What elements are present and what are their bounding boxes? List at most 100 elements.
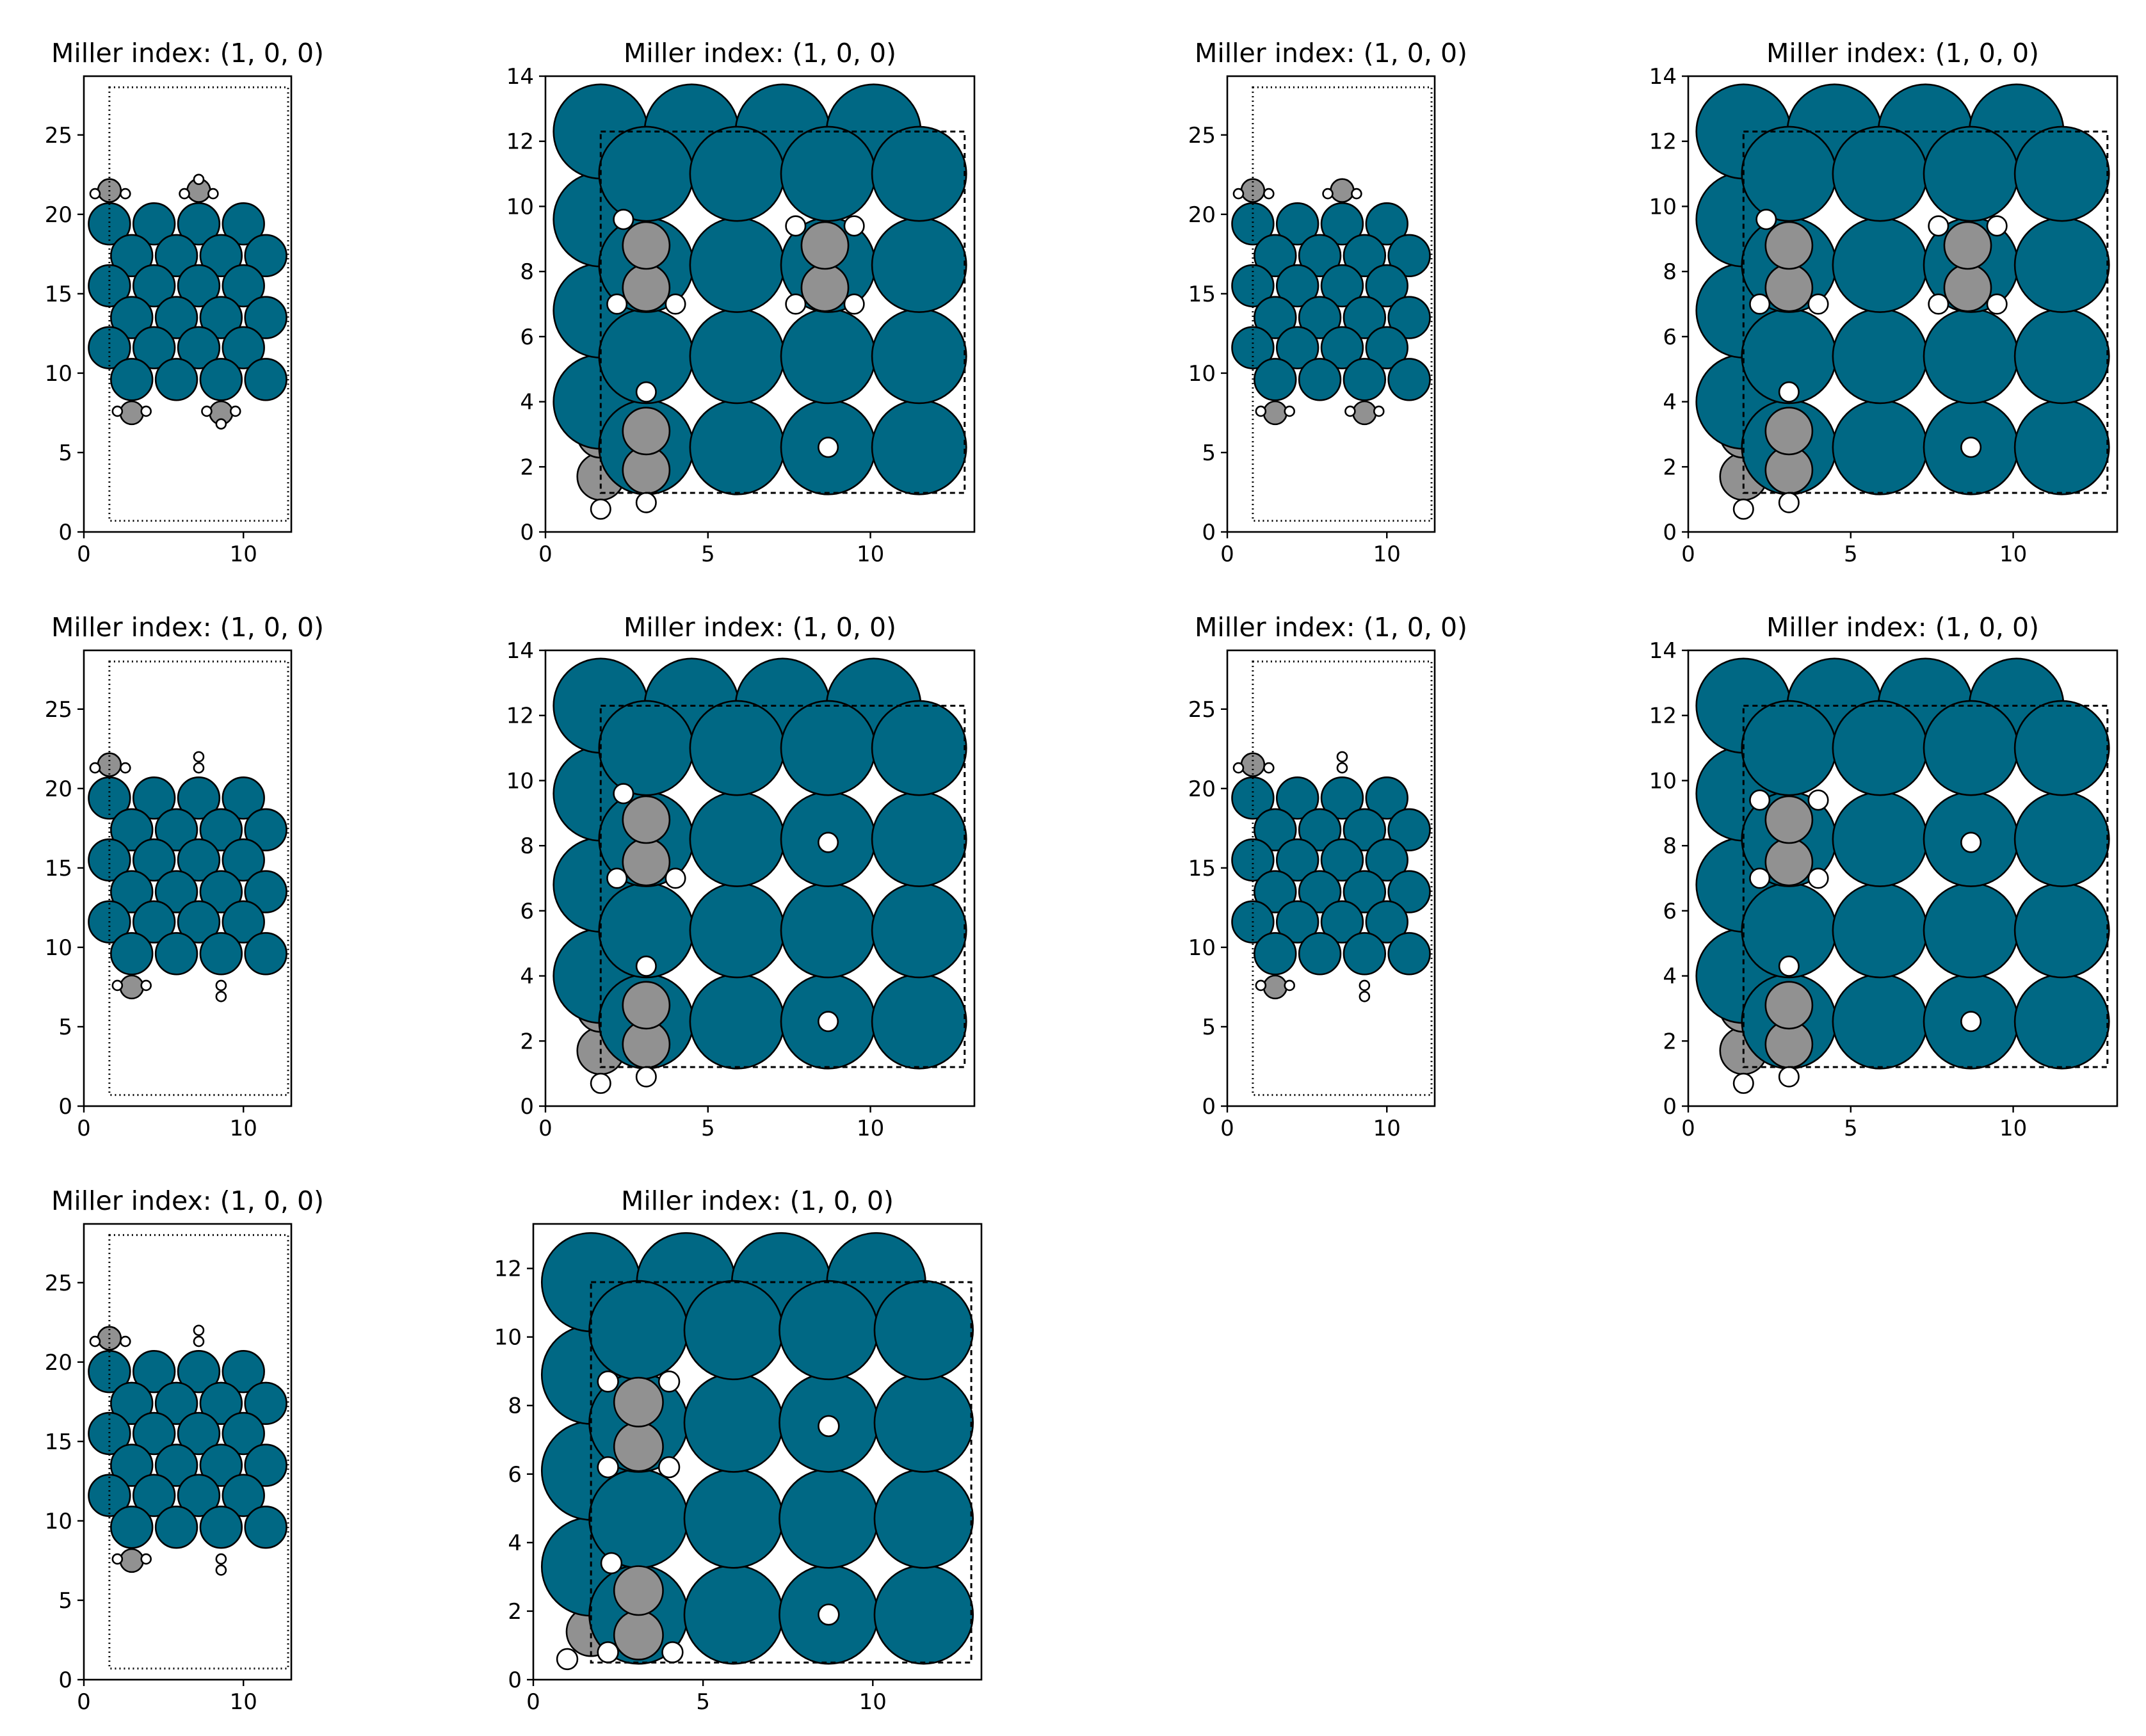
atoms-layer xyxy=(1231,660,1433,1097)
axes-frame xyxy=(83,649,293,1107)
y-tick-label: 10 xyxy=(45,935,72,961)
metal-atom xyxy=(177,202,221,246)
metal-atom xyxy=(1254,234,1297,278)
metal-atom xyxy=(1275,326,1319,369)
hydrogen-atom xyxy=(1778,1066,1800,1088)
metal-atom xyxy=(1832,399,1928,495)
hydrogen-atom xyxy=(661,1641,684,1664)
hydrogen-atom xyxy=(1255,979,1267,992)
y-tick-label: 4 xyxy=(520,964,534,990)
axes-frame xyxy=(544,649,976,1107)
metal-atom xyxy=(2013,882,2110,979)
hydrogen-atom xyxy=(1778,492,1800,513)
y-tick-label: 25 xyxy=(1188,697,1216,723)
x-tick-label: 0 xyxy=(526,1689,540,1715)
y-tick-label: 8 xyxy=(520,833,534,859)
hydrogen-atom xyxy=(1344,405,1356,417)
x-tick-label: 10 xyxy=(1373,542,1401,567)
carbon-atom xyxy=(1263,974,1288,1000)
atoms-layer xyxy=(1695,657,2110,1094)
metal-atom xyxy=(1832,217,1928,313)
x-tick-label: 10 xyxy=(1373,1116,1401,1141)
metal-atom xyxy=(177,264,221,308)
x-tick-label: 0 xyxy=(77,1116,91,1141)
metal-atom xyxy=(780,308,876,405)
y-tick-label: 8 xyxy=(1663,833,1677,859)
metal-atom xyxy=(780,700,876,796)
panel-title: Miller index: (1, 0, 0) xyxy=(624,38,896,68)
y-tick-label: 5 xyxy=(1202,440,1216,466)
carbon-atom xyxy=(1764,981,1814,1030)
y-tick-label: 12 xyxy=(506,129,534,155)
hydrogen-atom xyxy=(1255,405,1267,417)
hydrogen-atom xyxy=(590,498,611,520)
metal-atom xyxy=(1923,125,2019,222)
hydrogen-atom xyxy=(1778,381,1800,403)
metal-atom xyxy=(1387,234,1431,278)
hydrogen-atom xyxy=(215,1564,227,1576)
hydrogen-atom xyxy=(1928,215,1949,237)
hydrogen-atom xyxy=(111,1553,124,1565)
carbon-atom xyxy=(119,974,145,1000)
metal-atom xyxy=(1387,358,1431,401)
carbon-atom xyxy=(613,1421,664,1472)
y-tick-label: 10 xyxy=(1188,361,1216,387)
metal-atom xyxy=(1320,776,1364,820)
carbon-atom xyxy=(622,837,671,887)
hydrogen-atom xyxy=(635,381,657,403)
y-tick-label: 10 xyxy=(45,361,72,387)
metal-atom xyxy=(1275,900,1319,944)
metal-atom xyxy=(1741,125,1837,222)
metal-atom xyxy=(1365,326,1408,369)
metal-atom xyxy=(177,776,221,820)
panel-title: Miller index: (1, 0, 0) xyxy=(624,612,896,643)
axes-frame xyxy=(1687,75,2118,533)
y-tick-label: 10 xyxy=(1188,935,1216,961)
metal-atom xyxy=(1387,296,1431,339)
hydrogen-atom xyxy=(590,1072,611,1094)
carbon-atom xyxy=(1943,263,1992,312)
hydrogen-atom xyxy=(1732,1072,1754,1094)
hydrogen-atom xyxy=(229,405,241,417)
metal-atom xyxy=(177,326,221,369)
hydrogen-atom xyxy=(193,173,205,186)
panel-title: Miller index: (1, 0, 0) xyxy=(51,612,324,643)
metal-atom xyxy=(683,1564,784,1665)
hydrogen-atom xyxy=(1755,209,1777,230)
atoms-layer xyxy=(553,657,967,1094)
metal-atom xyxy=(132,776,176,820)
metal-atom xyxy=(871,791,967,887)
metal-atom xyxy=(689,399,786,495)
metal-atom xyxy=(689,125,786,222)
hydrogen-atom xyxy=(613,783,634,805)
x-tick-label: 10 xyxy=(857,542,884,567)
y-tick-label: 14 xyxy=(506,638,534,664)
hydrogen-atom xyxy=(635,955,657,977)
hydrogen-atom xyxy=(1986,215,2008,237)
y-tick-label: 0 xyxy=(58,520,72,545)
hydrogen-atom xyxy=(1928,293,1949,315)
panel-1: 0 10 0 5 10 15 20 25 Miller index: (1, 0, 0) xyxy=(45,38,324,567)
carbon-atom xyxy=(622,406,671,456)
carbon-atom xyxy=(1263,400,1288,426)
x-tick-label: 5 xyxy=(1844,1116,1858,1141)
hydrogen-atom xyxy=(1986,293,2008,315)
metal-atom xyxy=(689,308,786,405)
y-tick-label: 0 xyxy=(1663,1094,1677,1120)
hydrogen-atom xyxy=(597,1641,619,1664)
y-tick-label: 6 xyxy=(1663,899,1677,924)
y-tick-label: 14 xyxy=(1649,638,1677,664)
hydrogen-atom xyxy=(1960,1011,1982,1033)
unit-cell-outline xyxy=(108,660,289,1097)
y-tick-label: 4 xyxy=(520,390,534,415)
metal-atom xyxy=(132,1411,176,1456)
metal-atom xyxy=(1741,700,1837,796)
metal-atom xyxy=(132,1474,176,1517)
metal-atom xyxy=(154,1506,198,1549)
unit-cell-outline xyxy=(1252,86,1433,522)
axes-frame xyxy=(544,75,976,533)
y-tick-label: 6 xyxy=(508,1462,522,1488)
hydrogen-atom xyxy=(785,215,807,237)
metal-atom xyxy=(1832,700,1928,796)
y-tick-label: 5 xyxy=(58,440,72,466)
